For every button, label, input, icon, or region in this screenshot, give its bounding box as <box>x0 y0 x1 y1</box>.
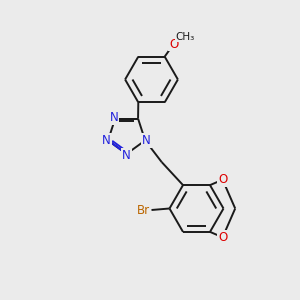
Text: N: N <box>110 111 118 124</box>
Text: Br: Br <box>136 203 150 217</box>
Text: N: N <box>122 148 131 162</box>
Text: O: O <box>218 173 227 186</box>
Text: CH₃: CH₃ <box>176 32 195 41</box>
Text: N: N <box>102 134 111 147</box>
Text: O: O <box>169 38 178 50</box>
Text: O: O <box>218 231 227 244</box>
Text: N: N <box>142 134 151 147</box>
